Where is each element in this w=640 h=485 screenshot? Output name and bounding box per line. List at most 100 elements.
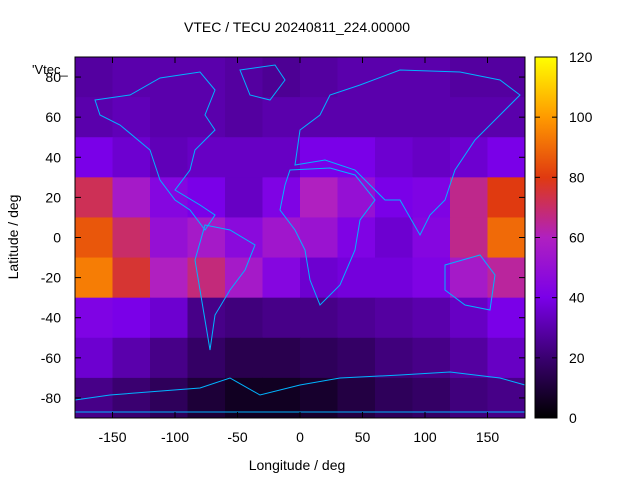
x-tick-label: 100 — [413, 429, 437, 445]
heatmap-cell — [262, 297, 301, 339]
heatmap-cell — [112, 97, 151, 138]
chart-title: VTEC / TECU 20240811_224.00000 — [184, 19, 410, 35]
colorbar-tick-label: 40 — [569, 290, 585, 306]
y-tick-label: -80 — [41, 390, 61, 406]
heatmap-cell — [262, 337, 301, 379]
x-axis-label: Longitude / deg — [249, 457, 346, 473]
heatmap-cell — [375, 257, 413, 299]
heatmap-cell — [300, 257, 338, 299]
x-tick-label: 50 — [355, 429, 371, 445]
greenland-outline — [239, 64, 286, 101]
heatmap-cell — [337, 57, 376, 98]
heatmap-cell — [300, 57, 338, 98]
x-axis: -150 -100 -50 0 50 100 150 — [98, 57, 499, 445]
x-tick-label: 150 — [476, 429, 500, 445]
y-tick-label: -20 — [41, 270, 61, 286]
heatmap-cell — [75, 217, 113, 259]
heatmap-cell — [450, 57, 488, 98]
heatmap-cell — [375, 97, 413, 138]
heatmap-cell — [225, 137, 263, 178]
heatmap-cell — [262, 137, 301, 178]
heatmap-cell — [412, 177, 451, 218]
heatmap-cell — [450, 337, 488, 379]
heatmap-cell — [112, 297, 151, 339]
heatmap-cell — [150, 177, 188, 218]
heatmap-cell — [225, 297, 263, 339]
australia-outline — [444, 254, 496, 311]
africa-outline — [279, 167, 376, 306]
heatmap-cell — [150, 337, 188, 379]
heatmap-cell — [262, 97, 301, 138]
heatmap-cell — [187, 137, 226, 178]
series-label: 'Vtec_ — [32, 62, 68, 77]
heatmap-cell — [225, 177, 263, 218]
heatmap-cell — [75, 177, 113, 218]
colorbar-axis: 0 20 40 60 80 100 120 — [535, 49, 593, 426]
heatmap-cell — [337, 257, 376, 299]
heatmap-cell — [300, 297, 338, 339]
y-axis: -80 -60 -40 -20 0 20 40 60 80 — [41, 69, 525, 406]
heatmap-cell — [150, 97, 188, 138]
heatmap-cell — [187, 337, 226, 379]
eurasia-outline — [294, 69, 521, 237]
heatmap-cell — [375, 137, 413, 178]
heatmap-cell — [225, 257, 263, 299]
heatmap-cell — [412, 257, 451, 299]
heatmap-cell — [262, 57, 301, 98]
heatmap-cell — [337, 217, 376, 259]
heatmap-cell — [75, 57, 113, 98]
heatmap-cell — [300, 217, 338, 259]
heatmap-cell — [412, 337, 451, 379]
y-tick-label: 20 — [45, 189, 61, 205]
y-tick-label: -40 — [41, 310, 61, 326]
x-tick-label: -50 — [227, 429, 247, 445]
heatmap-cell — [450, 217, 488, 259]
heatmap-cell — [187, 257, 226, 299]
heatmap-cell — [75, 137, 113, 178]
y-tick-label: 0 — [53, 230, 61, 246]
y-axis-label: Latitude / deg — [5, 195, 21, 280]
heatmap-cell — [450, 297, 488, 339]
heatmap-cell — [150, 57, 188, 98]
heatmap-cell — [412, 57, 451, 98]
heatmap-cell — [450, 137, 488, 178]
heatmap-cell — [112, 57, 151, 98]
heatmap-cell — [412, 297, 451, 339]
heatmap-cell — [75, 337, 113, 379]
heatmap-cell — [187, 177, 226, 218]
heatmap-cell — [75, 97, 113, 138]
heatmap-cells — [75, 57, 526, 419]
heatmap-cell — [112, 337, 151, 379]
heatmap-cell — [75, 297, 113, 339]
heatmap-cell — [262, 257, 301, 299]
south-america-outline — [194, 224, 256, 351]
y-tick-label: 40 — [45, 149, 61, 165]
colorbar-tick-label: 60 — [569, 230, 585, 246]
heatmap-cell — [150, 137, 188, 178]
colorbar-tick-label: 120 — [569, 49, 593, 65]
heatmap-cell — [300, 97, 338, 138]
x-tick-label: -150 — [98, 429, 126, 445]
heatmap-cell — [300, 177, 338, 218]
heatmap-cell — [412, 217, 451, 259]
heatmap-cell — [450, 97, 488, 138]
heatmap-cell — [412, 97, 451, 138]
heatmap-cell — [450, 177, 488, 218]
heatmap-cell — [187, 57, 226, 98]
heatmap-cell — [412, 137, 451, 178]
heatmap-cell — [337, 297, 376, 339]
heatmap-cell — [225, 217, 263, 259]
y-tick-label: -60 — [41, 350, 61, 366]
heatmap-cell — [337, 337, 376, 379]
heatmap-cell — [375, 217, 413, 259]
colorbar-tick-label: 0 — [569, 410, 577, 426]
heatmap-cell — [225, 337, 263, 379]
colorbar-tick-label: 100 — [569, 109, 593, 125]
x-tick-label: 0 — [296, 429, 304, 445]
y-tick-label: 80 — [45, 69, 61, 85]
heatmap-cell — [187, 217, 226, 259]
heatmap-cell — [375, 297, 413, 339]
heatmap-cell — [112, 137, 151, 178]
heatmap-cell — [450, 257, 488, 299]
